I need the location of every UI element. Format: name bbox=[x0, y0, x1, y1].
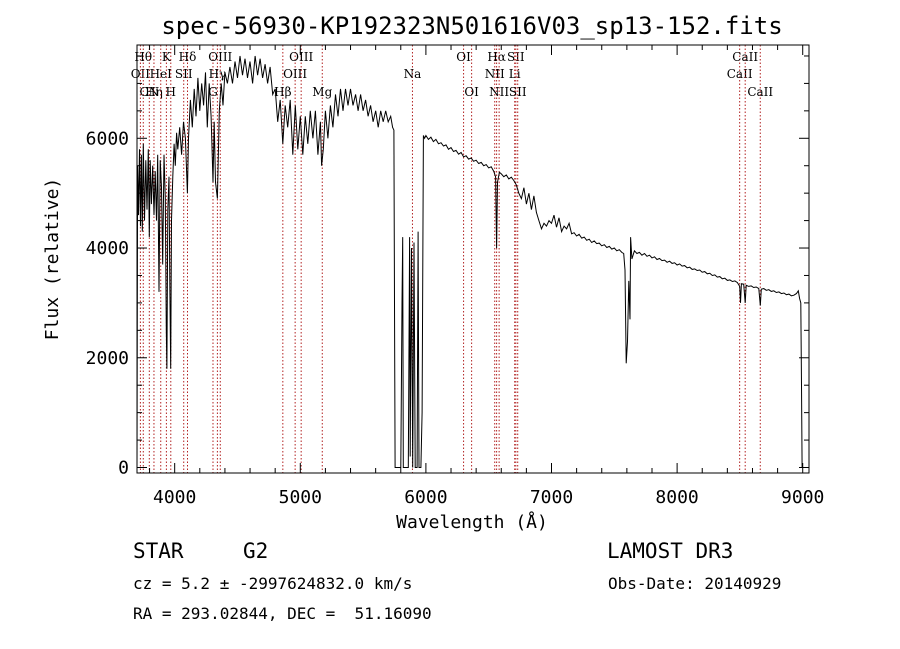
object-class: STAR bbox=[133, 539, 184, 563]
x-tick-label: 4000 bbox=[153, 487, 196, 508]
line-marker-label: OI bbox=[456, 50, 471, 64]
x-tick-label: 5000 bbox=[279, 487, 322, 508]
x-axis-label: Wavelength (Å) bbox=[396, 511, 548, 533]
line-marker-label: Hη bbox=[145, 85, 163, 99]
line-marker-label: Mg bbox=[312, 85, 332, 99]
y-axis-label: Flux (relative) bbox=[42, 178, 63, 341]
line-marker-label: G bbox=[208, 85, 218, 99]
line-marker-label: HeI bbox=[150, 67, 173, 81]
line-marker-label: OIII bbox=[283, 67, 307, 81]
line-marker-label: CaII bbox=[747, 85, 773, 99]
line-marker-label: H bbox=[166, 85, 176, 99]
x-tick-label: 7000 bbox=[530, 487, 573, 508]
x-tick-label: 6000 bbox=[404, 487, 447, 508]
plot-frame bbox=[136, 44, 810, 474]
line-marker-label: OII bbox=[131, 67, 151, 81]
axis-tick-labels: 4000 5000 6000 7000 8000 9000 0 2000 4000 6000 bbox=[86, 128, 825, 508]
line-marker-label: OIII bbox=[208, 50, 232, 64]
line-marker-label: Hβ bbox=[274, 85, 291, 99]
line-marker-label: CaII bbox=[727, 67, 753, 81]
line-marker-label: CaII bbox=[732, 50, 758, 64]
spectrum-chart: spec-56930-KP192323N501616V03_sp13-152.f… bbox=[42, 12, 825, 533]
y-tick-label: 0 bbox=[118, 458, 129, 479]
line-markers: OIIHθCNHηHeIKHSIIHδGHγOIIIHβOIIIOIIIMgNa… bbox=[131, 45, 773, 473]
line-marker-label: NII bbox=[485, 67, 505, 81]
spectrum-line bbox=[136, 55, 803, 468]
line-marker-label: NII bbox=[489, 85, 509, 99]
obs-date: Obs-Date: 20140929 bbox=[608, 574, 782, 593]
redshift-readout: cz = 5.2 ± -2997624832.0 km/s bbox=[133, 574, 413, 593]
x-tick-label: 9000 bbox=[781, 487, 824, 508]
line-marker-label: OIII bbox=[289, 50, 313, 64]
line-marker-label: Hγ bbox=[209, 67, 227, 81]
line-marker-label: Li bbox=[509, 67, 521, 81]
line-marker-label: K bbox=[162, 50, 172, 64]
object-subclass: G2 bbox=[243, 539, 269, 563]
line-marker-label: SII bbox=[507, 50, 525, 64]
line-marker-label: Hδ bbox=[179, 50, 197, 64]
line-marker-label: SII bbox=[509, 85, 527, 99]
line-marker-label: Hα bbox=[487, 50, 506, 64]
x-tick-label: 8000 bbox=[655, 487, 698, 508]
y-tick-label: 6000 bbox=[86, 128, 129, 149]
line-marker-label: Hθ bbox=[134, 50, 152, 64]
y-tick-label: 4000 bbox=[86, 238, 129, 259]
line-marker-label: SII bbox=[175, 67, 193, 81]
line-marker-label: OI bbox=[464, 85, 479, 99]
y-tick-label: 2000 bbox=[86, 348, 129, 369]
survey-name: LAMOST DR3 bbox=[607, 539, 734, 563]
line-marker-label: Na bbox=[404, 67, 422, 81]
chart-title: spec-56930-KP192323N501616V03_sp13-152.f… bbox=[161, 12, 782, 40]
axis-ticks bbox=[137, 45, 809, 473]
coordinates: RA = 293.02844, DEC = 51.16090 bbox=[133, 604, 432, 623]
